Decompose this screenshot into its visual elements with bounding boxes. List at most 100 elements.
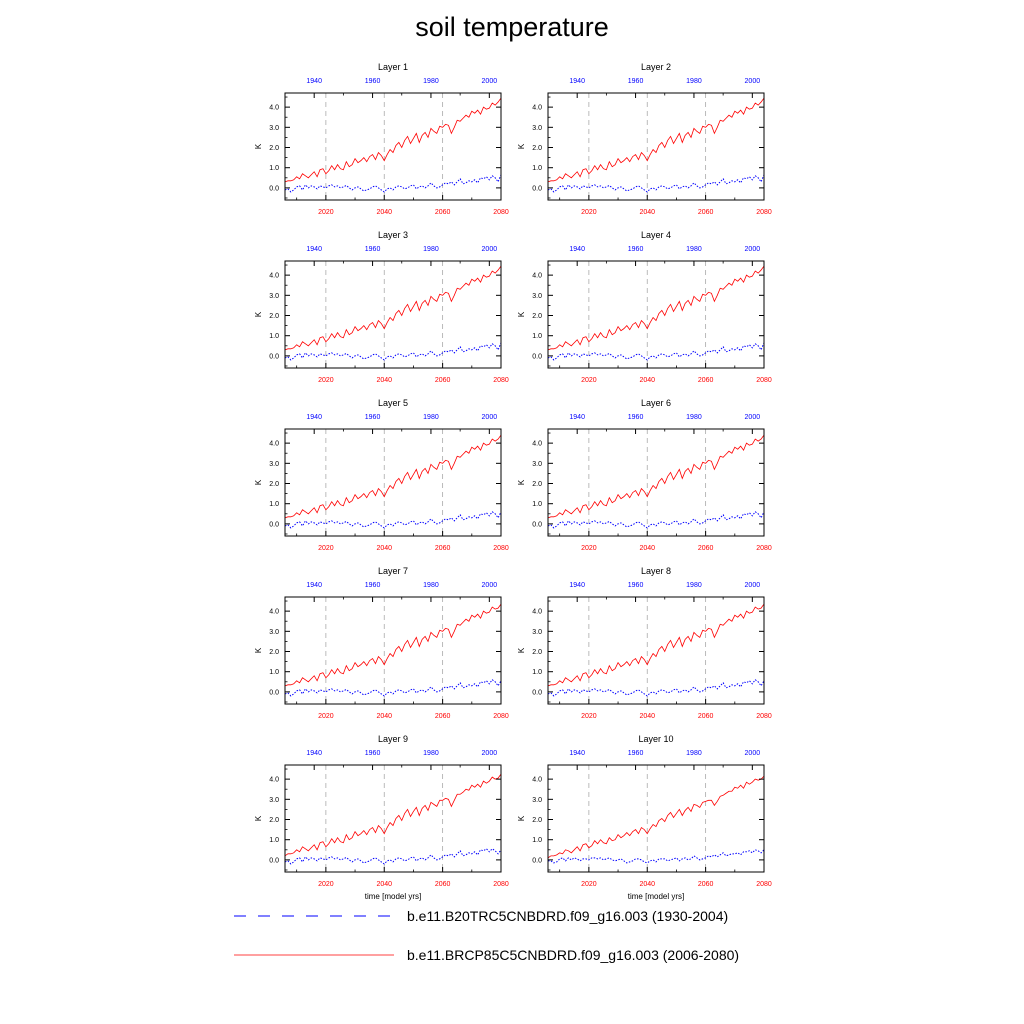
- y-tick-label: 1.0: [532, 837, 542, 844]
- plot-frame: [284, 428, 502, 537]
- x-tick-label-model-year: 2020: [318, 713, 334, 720]
- top-tick-label-historical-year: 2000: [745, 414, 761, 421]
- historical-series-line: [547, 679, 765, 697]
- top-tick-label-historical-year: 1940: [306, 78, 322, 85]
- y-tick-label: 0.0: [269, 689, 279, 696]
- x-tick-label-model-year: 2080: [493, 545, 509, 552]
- top-tick-label-historical-year: 1960: [628, 414, 644, 421]
- y-tick-label: 0.0: [269, 857, 279, 864]
- y-tick-label: 4.0: [269, 609, 279, 616]
- x-tick-label-model-year: 2060: [435, 209, 451, 216]
- y-tick-label: 0.0: [532, 353, 542, 360]
- y-axis-label: K: [517, 815, 526, 821]
- y-axis-label: K: [254, 479, 263, 485]
- x-tick-label-model-year: 2060: [698, 209, 714, 216]
- x-tick-label-model-year: 2060: [698, 545, 714, 552]
- x-tick-label-model-year: 2020: [581, 209, 597, 216]
- top-tick-label-historical-year: 1960: [365, 246, 381, 253]
- y-tick-label: 1.0: [532, 501, 542, 508]
- y-tick-label: 4.0: [269, 441, 279, 448]
- future-series-line: [284, 265, 502, 351]
- panel-title: Layer 2: [641, 62, 671, 72]
- top-tick-label-historical-year: 2000: [745, 750, 761, 757]
- top-tick-label-historical-year: 1980: [686, 750, 702, 757]
- x-tick-label-model-year: 2040: [639, 881, 655, 888]
- top-tick-label-historical-year: 1960: [628, 246, 644, 253]
- y-tick-label: 1.0: [269, 165, 279, 172]
- y-tick-label: 0.0: [532, 521, 542, 528]
- chart-panel: Layer 2 0.0 1.0 2.0 3.0 4.0 K 2020 2040 2060 2080 1…: [517, 62, 772, 216]
- plot-frame: [547, 596, 765, 705]
- top-tick-label-historical-year: 1940: [306, 582, 322, 589]
- y-tick-label: 3.0: [532, 125, 542, 132]
- y-tick-label: 3.0: [532, 461, 542, 468]
- historical-series-line: [547, 342, 765, 361]
- y-tick-label: 2.0: [269, 313, 279, 320]
- historical-series-line: [284, 511, 502, 529]
- panel-title: Layer 10: [638, 734, 673, 744]
- top-tick-label-historical-year: 2000: [482, 750, 498, 757]
- x-tick-label-model-year: 2060: [698, 713, 714, 720]
- x-tick-label-model-year: 2080: [493, 209, 509, 216]
- top-tick-label-historical-year: 2000: [482, 78, 498, 85]
- y-tick-label: 0.0: [269, 521, 279, 528]
- y-tick-label: 3.0: [269, 293, 279, 300]
- x-tick-label-model-year: 2060: [698, 881, 714, 888]
- y-axis-label: K: [254, 311, 263, 317]
- panel-title: Layer 8: [641, 566, 671, 576]
- chart-panel: Layer 10 0.0 1.0 2.0 3.0 4.0 K 2020 2040 2060 2080…: [517, 734, 772, 901]
- y-tick-label: 0.0: [269, 353, 279, 360]
- y-tick-label: 4.0: [532, 273, 542, 280]
- x-tick-label-model-year: 2040: [639, 713, 655, 720]
- y-tick-label: 0.0: [532, 689, 542, 696]
- top-tick-label-historical-year: 2000: [482, 414, 498, 421]
- top-tick-label-historical-year: 1960: [365, 78, 381, 85]
- y-tick-label: 1.0: [269, 669, 279, 676]
- y-tick-label: 0.0: [532, 857, 542, 864]
- chart-panel: Layer 8 0.0 1.0 2.0 3.0 4.0 K 2020 2040 2060 2080 1…: [517, 566, 772, 720]
- y-tick-label: 3.0: [269, 629, 279, 636]
- y-axis-label: K: [254, 143, 263, 149]
- top-tick-label-historical-year: 2000: [482, 246, 498, 253]
- chart-panel: Layer 5 0.0 1.0 2.0 3.0 4.0 K 2020 2040 2060 2080 1…: [254, 398, 509, 552]
- plot-frame: [284, 764, 502, 873]
- y-tick-label: 3.0: [532, 293, 542, 300]
- x-tick-label-model-year: 2020: [318, 545, 334, 552]
- y-tick-label: 4.0: [269, 273, 279, 280]
- plot-frame: [284, 596, 502, 705]
- y-tick-label: 4.0: [532, 609, 542, 616]
- x-tick-label-model-year: 2040: [639, 377, 655, 384]
- top-tick-label-historical-year: 1940: [306, 246, 322, 253]
- x-tick-label-model-year: 2080: [493, 713, 509, 720]
- x-tick-label-model-year: 2020: [318, 377, 334, 384]
- x-tick-label-model-year: 2020: [581, 881, 597, 888]
- plot-frame: [547, 92, 765, 201]
- x-tick-label-model-year: 2020: [581, 545, 597, 552]
- x-tick-label-model-year: 2060: [435, 713, 451, 720]
- top-tick-label-historical-year: 1960: [365, 414, 381, 421]
- y-tick-label: 4.0: [532, 105, 542, 112]
- panel-title: Layer 5: [378, 398, 408, 408]
- x-tick-label-model-year: 2020: [318, 881, 334, 888]
- top-tick-label-historical-year: 1960: [365, 750, 381, 757]
- panel-title: Layer 4: [641, 230, 671, 240]
- future-series-line: [284, 434, 502, 519]
- y-tick-label: 4.0: [532, 441, 542, 448]
- y-tick-label: 3.0: [532, 797, 542, 804]
- y-tick-label: 4.0: [532, 777, 542, 784]
- y-axis-label: K: [517, 647, 526, 653]
- y-axis-label: K: [517, 143, 526, 149]
- x-tick-label-model-year: 2020: [581, 713, 597, 720]
- y-tick-label: 2.0: [532, 145, 542, 152]
- legend-item: b.e11.B20TRC5CNBDRD.f09_g16.003 (1930-20…: [234, 908, 728, 924]
- historical-series-line: [548, 849, 765, 864]
- x-tick-label-model-year: 2040: [639, 209, 655, 216]
- top-tick-label-historical-year: 1940: [569, 582, 585, 589]
- top-tick-label-historical-year: 1940: [306, 414, 322, 421]
- top-tick-label-historical-year: 1980: [423, 246, 439, 253]
- y-axis-label: K: [254, 815, 263, 821]
- x-tick-label-model-year: 2040: [376, 209, 392, 216]
- top-tick-label-historical-year: 1960: [365, 582, 381, 589]
- y-tick-label: 4.0: [269, 777, 279, 784]
- panel-title: Layer 6: [641, 398, 671, 408]
